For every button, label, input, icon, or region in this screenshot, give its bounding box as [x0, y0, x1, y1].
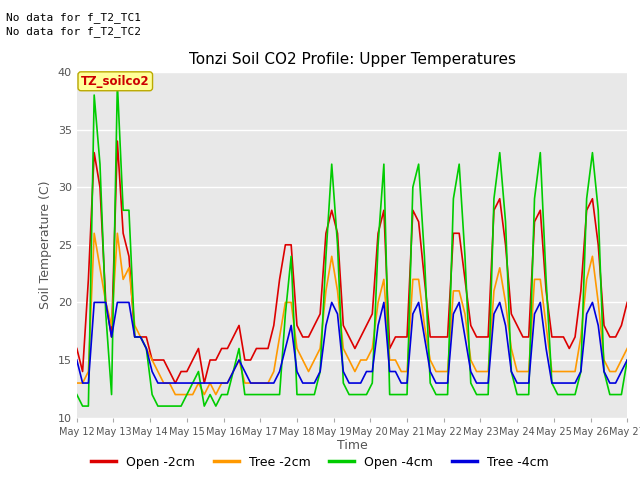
Open -4cm: [589, 150, 596, 156]
Tree -2cm: [623, 346, 631, 351]
Tree -4cm: [73, 357, 81, 363]
Tree -2cm: [380, 276, 388, 282]
Open -2cm: [241, 357, 249, 363]
Tree -2cm: [241, 380, 249, 386]
Tree -2cm: [154, 369, 162, 374]
X-axis label: Time: Time: [337, 439, 367, 453]
Open -2cm: [589, 196, 596, 202]
Tree -4cm: [241, 369, 249, 374]
Legend: Open -2cm, Tree -2cm, Open -4cm, Tree -4cm: Open -2cm, Tree -2cm, Open -4cm, Tree -4…: [86, 451, 554, 474]
Text: No data for f_T2_TC1: No data for f_T2_TC1: [6, 12, 141, 23]
Open -2cm: [363, 323, 371, 328]
Open -4cm: [322, 253, 330, 259]
Open -2cm: [73, 346, 81, 351]
Tree -4cm: [79, 380, 86, 386]
Line: Open -2cm: Open -2cm: [77, 141, 627, 383]
Tree -4cm: [589, 300, 596, 305]
Open -2cm: [113, 138, 121, 144]
Line: Tree -2cm: Tree -2cm: [77, 233, 627, 395]
Tree -2cm: [363, 357, 371, 363]
Tree -2cm: [589, 253, 596, 259]
Tree -2cm: [172, 392, 179, 397]
Open -4cm: [363, 392, 371, 397]
Open -4cm: [380, 161, 388, 167]
Open -2cm: [380, 207, 388, 213]
Open -4cm: [241, 392, 249, 397]
Y-axis label: Soil Temperature (C): Soil Temperature (C): [39, 180, 52, 309]
Open -4cm: [73, 392, 81, 397]
Open -2cm: [154, 357, 162, 363]
Tree -2cm: [90, 230, 98, 236]
Tree -4cm: [380, 300, 388, 305]
Open -4cm: [79, 403, 86, 409]
Open -2cm: [623, 300, 631, 305]
Tree -2cm: [322, 288, 330, 294]
Tree -4cm: [90, 300, 98, 305]
Tree -4cm: [363, 369, 371, 374]
Tree -4cm: [322, 323, 330, 328]
Open -4cm: [113, 81, 121, 86]
Text: TZ_soilco2: TZ_soilco2: [81, 75, 150, 88]
Tree -4cm: [160, 380, 168, 386]
Open -4cm: [160, 403, 168, 409]
Tree -2cm: [73, 380, 81, 386]
Tree -4cm: [623, 357, 631, 363]
Open -2cm: [172, 380, 179, 386]
Text: No data for f_T2_TC2: No data for f_T2_TC2: [6, 26, 141, 37]
Title: Tonzi Soil CO2 Profile: Upper Temperatures: Tonzi Soil CO2 Profile: Upper Temperatur…: [189, 52, 515, 67]
Line: Tree -4cm: Tree -4cm: [77, 302, 627, 383]
Open -4cm: [623, 357, 631, 363]
Open -2cm: [322, 230, 330, 236]
Line: Open -4cm: Open -4cm: [77, 84, 627, 406]
